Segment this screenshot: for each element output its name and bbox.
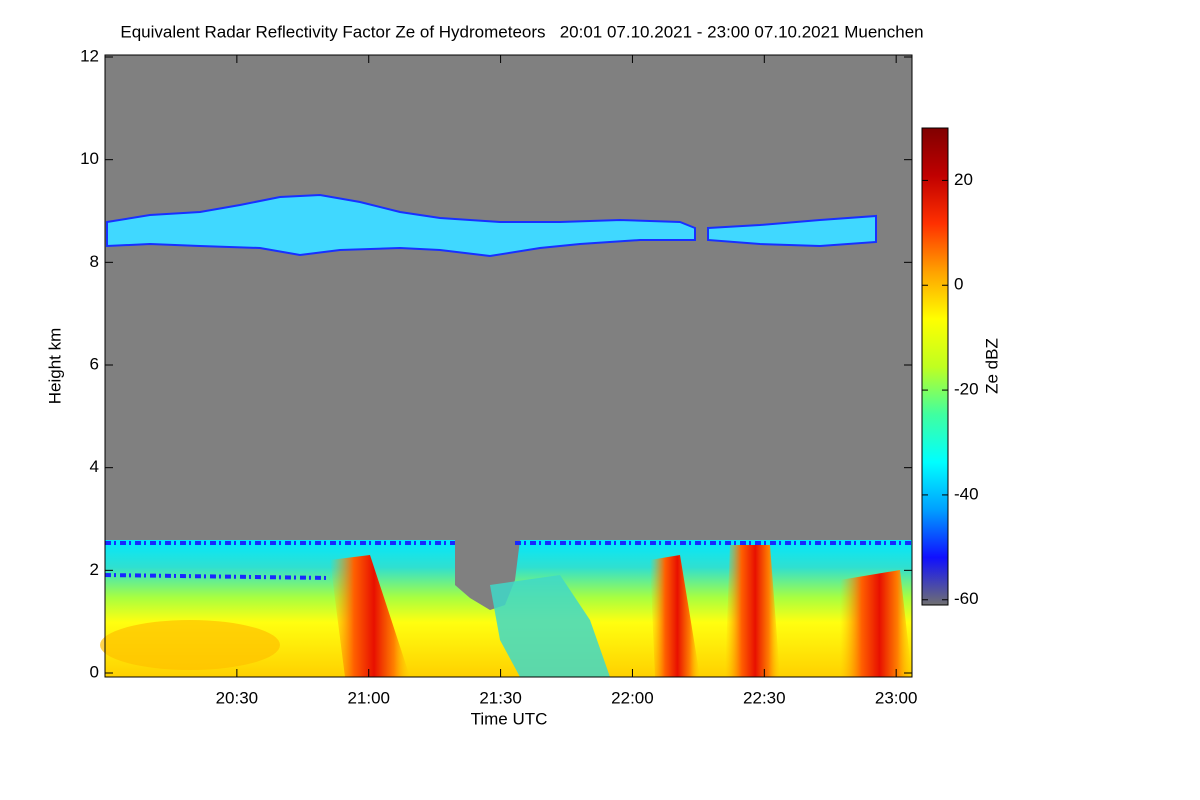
heatmap bbox=[100, 54, 913, 678]
cloud-edge bbox=[104, 541, 912, 580]
echo bbox=[725, 545, 780, 677]
colorbar-label: Ze dBZ bbox=[982, 338, 1001, 394]
y-tick-label: 6 bbox=[90, 354, 99, 373]
x-axis-label: Time UTC bbox=[471, 709, 548, 728]
echo bbox=[490, 575, 610, 677]
colorbar-tick-label: -20 bbox=[954, 380, 979, 399]
colorbar bbox=[921, 127, 949, 606]
x-tick-label: 22:00 bbox=[611, 688, 654, 707]
colorbar-tick-label: -40 bbox=[954, 484, 979, 503]
plot-frame bbox=[104, 54, 913, 678]
x-tick-label: 21:00 bbox=[347, 688, 390, 707]
echo bbox=[840, 570, 912, 677]
x-tick-label: 22:30 bbox=[743, 688, 786, 707]
y-tick-label: 10 bbox=[80, 149, 99, 168]
cirrus-band bbox=[106, 193, 696, 258]
echo bbox=[100, 620, 280, 670]
y-tick-label: 0 bbox=[90, 662, 99, 681]
cirrus-band bbox=[707, 214, 877, 248]
echo bbox=[650, 555, 700, 677]
x-tick-label: 20:30 bbox=[216, 688, 259, 707]
colorbar-tick-label: -60 bbox=[954, 589, 979, 608]
y-tick-label: 2 bbox=[90, 560, 99, 579]
y-axis-label: Height km bbox=[45, 328, 64, 405]
colorbar-tick-label: 0 bbox=[954, 275, 963, 294]
colorbar-tick-label: 20 bbox=[954, 170, 973, 189]
y-tick-label: 4 bbox=[90, 457, 99, 476]
echo bbox=[330, 555, 410, 677]
y-tick-label: 8 bbox=[90, 252, 99, 271]
x-tick-label: 23:00 bbox=[875, 688, 918, 707]
chart-title: Equivalent Radar Reflectivity Factor Ze … bbox=[120, 22, 923, 41]
x-tick-label: 21:30 bbox=[479, 688, 522, 707]
y-tick-label: 12 bbox=[80, 46, 99, 65]
